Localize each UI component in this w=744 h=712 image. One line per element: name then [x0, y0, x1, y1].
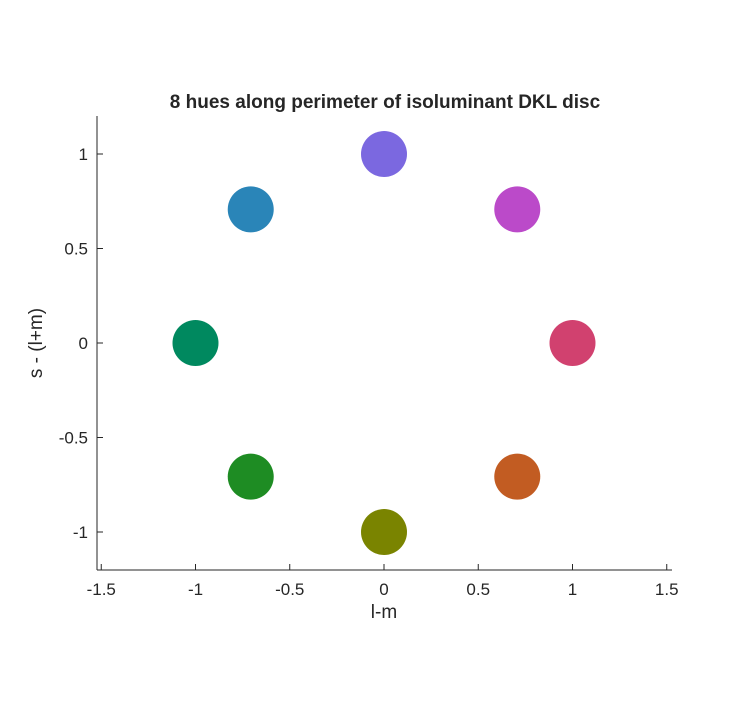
y-tick-label: 0.5	[64, 240, 88, 259]
x-axis-label: l-m	[371, 602, 397, 623]
x-ticks: -1.5 -1 -0.5 0 0.5 1 1.5	[87, 564, 679, 599]
chart-title: 8 hues along perimeter of isoluminant DK…	[170, 92, 601, 113]
y-ticks: -1 -0.5 0 0.5 1	[59, 145, 103, 542]
x-tick-label: 1	[568, 580, 577, 599]
data-point	[494, 453, 541, 500]
y-axis-label: s - (l+m)	[26, 308, 47, 378]
data-point	[172, 320, 219, 366]
x-tick-label: 0.5	[466, 580, 490, 599]
data-point	[227, 453, 274, 500]
data-point	[361, 509, 407, 555]
markers	[172, 131, 596, 555]
y-tick-label: 1	[79, 145, 88, 164]
x-tick-label: 1.5	[655, 580, 679, 599]
data-point	[227, 186, 274, 233]
y-tick-label: -0.5	[59, 429, 88, 448]
x-tick-label: -1.5	[87, 580, 116, 599]
y-tick-label: 0	[79, 334, 88, 353]
x-tick-label: -0.5	[275, 580, 304, 599]
x-tick-label: -1	[188, 580, 203, 599]
y-tick-label: -1	[73, 523, 88, 542]
x-tick-label: 0	[379, 580, 388, 599]
data-point	[361, 131, 407, 177]
data-point	[494, 186, 541, 233]
data-point	[549, 320, 596, 366]
